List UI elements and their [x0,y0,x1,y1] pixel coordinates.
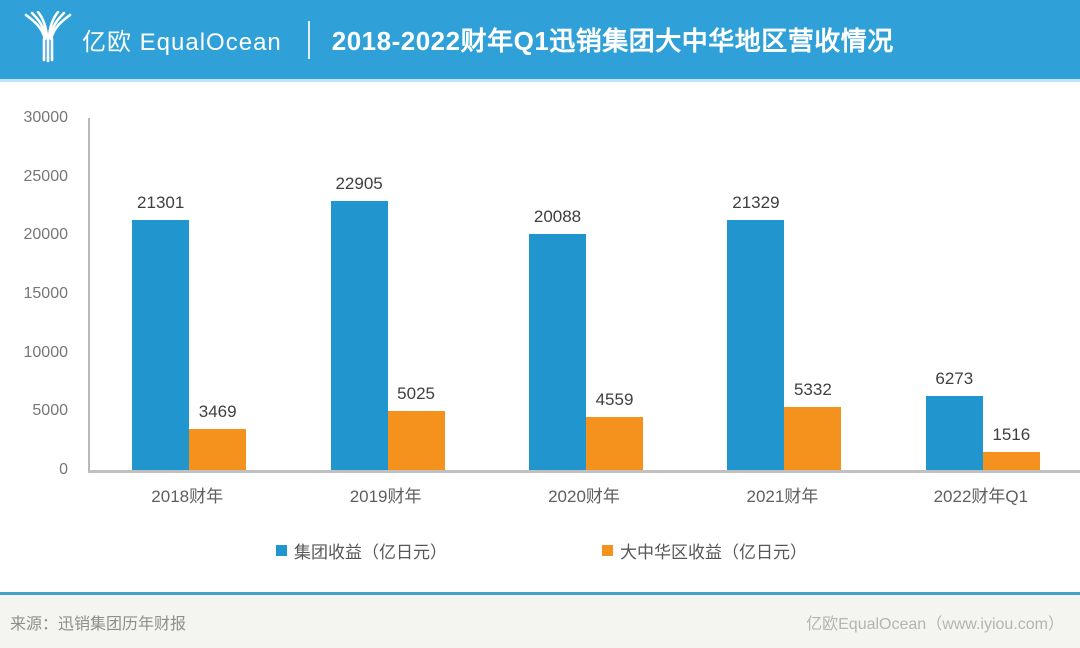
bar-value-label: 21329 [732,193,780,212]
bar-group-2021财年 [727,220,785,470]
y-axis-tick-label: 0 [59,461,68,478]
y-axis: 0 5000 10000 15000 20000 25000 30000 [0,109,69,478]
legend-label: 集团收益（亿日元） [294,542,447,562]
bar-group-2019财年 [330,201,388,470]
equalocean-logo-icon [20,10,76,68]
x-axis-category-labels: 2018财年 2019财年 2020财年 2021财年 2022财年Q1 [88,482,1080,507]
y-axis-tick-label: 30000 [23,109,69,126]
legend-label: 大中华区收益（亿日元） [620,542,807,562]
footer-divider-line [0,592,1080,595]
y-axis-tick-label: 25000 [23,167,69,185]
bar-greater-china-2020财年 [586,417,643,470]
bar-value-label: 20088 [533,207,582,226]
bar-value-label: 21301 [137,193,185,212]
bar-value-label: 22905 [335,174,383,193]
legend-swatch-blue [276,544,287,556]
category-label: 2018财年 [151,487,224,506]
legend-item-greater-china-revenue: 大中华区收益（亿日元） [602,541,807,562]
credit-text: 亿欧EqualOcean（www.iyiou.com） [806,615,1064,633]
bar-value-label: 6273 [935,369,974,388]
bar-value-label: 1516 [992,425,1031,444]
category-label: 2021财年 [746,487,819,506]
bar-greater-china-2018财年 [189,429,247,470]
header-bar: 亿欧 EqualOcean 2018-2022财年Q1迅销集团大中华地区营收情况 [0,0,1080,82]
bar-group-2022财年Q1 [925,396,983,470]
bar-value-label: 5332 [793,380,832,399]
bar-chart-plot-area: 21301 3469 22905 5025 20088 4559 21329 5332 6273… [88,118,1080,473]
legend-swatch-orange [602,544,613,556]
bar-value-label: 4559 [595,390,634,409]
category-label: 2020财年 [548,487,620,506]
category-label: 2022财年Q1 [933,487,1029,506]
bar-group-2018财年 [132,220,190,470]
bar-value-label: 5025 [397,384,436,403]
header-separator [307,20,310,59]
bar-value-label: 3469 [198,402,237,421]
legend-item-group-revenue: 集团收益（亿日元） [276,541,447,562]
y-axis-tick-label: 5000 [32,402,68,420]
category-label: 2019财年 [349,487,422,506]
y-axis-tick-label: 10000 [23,343,69,361]
source-text: 来源：迅销集团历年财报 [10,615,187,633]
bar-greater-china-2019财年 [387,411,445,470]
bar-group-2020财年 [529,234,586,470]
y-axis-tick-label: 20000 [23,226,69,244]
bar-greater-china-2021财年 [784,407,842,470]
bar-greater-china-2022财年Q1 [982,452,1040,470]
page-title: 2018-2022财年Q1迅销集团大中华地区营收情况 [331,26,894,56]
brand-text: 亿欧 EqualOcean [82,29,282,56]
footer-bar: 来源：迅销集团历年财报 亿欧EqualOcean（www.iyiou.com） [0,595,1080,648]
y-axis-tick-label: 15000 [23,285,69,302]
